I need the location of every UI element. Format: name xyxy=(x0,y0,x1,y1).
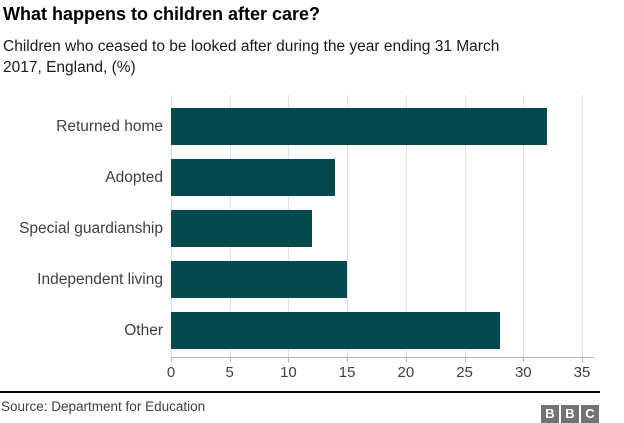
bbc-logo-block: B xyxy=(541,405,559,423)
bar xyxy=(171,261,348,298)
bbc-logo-block: B xyxy=(561,405,579,423)
category-label: Other xyxy=(124,322,163,339)
tick-label: 30 xyxy=(514,364,532,381)
page-title: What happens to children after care? xyxy=(3,4,321,24)
tick-label: 0 xyxy=(166,364,176,381)
gridline xyxy=(347,95,349,357)
category-label: Special guardianship xyxy=(19,220,163,237)
tick-mark xyxy=(523,358,525,362)
gridline xyxy=(405,95,407,357)
footer-divider xyxy=(0,391,600,393)
gridline xyxy=(464,95,466,357)
tick-mark xyxy=(464,358,466,362)
chart-subtitle-line2: 2017, England, (%) xyxy=(3,59,136,76)
tick-label: 25 xyxy=(456,364,473,381)
bar xyxy=(171,210,312,247)
tick-mark xyxy=(229,358,231,362)
bbc-logo-block: C xyxy=(581,405,599,423)
tick-mark xyxy=(171,358,172,362)
bar xyxy=(171,159,336,196)
tick-label: 10 xyxy=(280,364,297,381)
tick-label: 20 xyxy=(397,364,415,381)
plot-area xyxy=(171,95,594,358)
bar-chart: Returned home Adopted Special guardianship… xyxy=(0,95,624,387)
chart-subtitle-line1: Children who ceased to be looked after d… xyxy=(3,38,500,55)
category-label: Adopted xyxy=(105,169,163,186)
category-label: Independent living xyxy=(37,271,163,288)
category-label: Returned home xyxy=(56,118,163,135)
category-labels: Returned home Adopted Special guardianship… xyxy=(0,95,163,357)
bar xyxy=(171,108,547,145)
bbc-logo: B B C xyxy=(541,405,599,423)
source-text: Source: Department for Education xyxy=(1,399,206,414)
tick-mark xyxy=(582,358,583,362)
chart-subtitle: Children who ceased to be looked after d… xyxy=(3,36,499,78)
tick-mark xyxy=(405,358,407,362)
x-axis: 0 5 10 15 20 25 30 35 xyxy=(167,358,594,386)
gridline xyxy=(582,95,583,357)
tick-label: 5 xyxy=(225,364,234,381)
tick-mark xyxy=(347,358,349,362)
tick-mark xyxy=(288,358,290,362)
bar xyxy=(171,312,500,349)
gridline xyxy=(523,95,525,357)
tick-label: 35 xyxy=(573,364,591,381)
tick-label: 15 xyxy=(338,364,356,381)
